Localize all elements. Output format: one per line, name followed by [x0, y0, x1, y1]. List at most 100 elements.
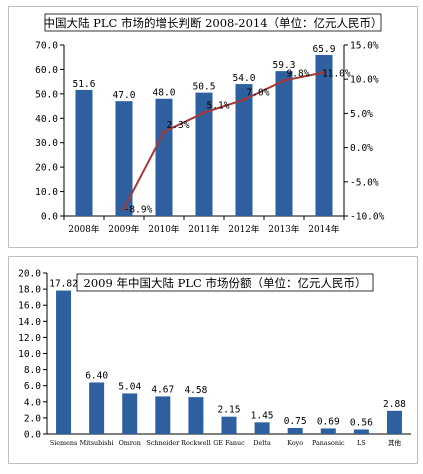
bar-value-label: 47.0: [113, 90, 136, 101]
right-tick-label: 0.0%: [350, 143, 373, 154]
vendor-share-bar: [56, 290, 72, 434]
y-tick-label: 20.0: [18, 269, 41, 280]
market-size-bar: [275, 71, 293, 216]
y-tick-label: 4.0: [24, 397, 41, 408]
growth-chart: 中国大陆 PLC 市场的增长判断 2008-2014（单位：亿元人民币） 0.0 1…: [35, 13, 385, 235]
bar-value-label: 4.67: [151, 384, 174, 395]
vendor-label: 其他: [388, 438, 401, 447]
bar-value-label: 4.58: [184, 385, 207, 396]
growth-rate-point: [322, 70, 326, 75]
share-chart-panel: 2009 年中国大陆 PLC 市场份额（单位：亿元人民币） 0.0 2.0 4.0 6.…: [8, 256, 418, 464]
y-tick-label: 14.0: [18, 317, 41, 328]
bar-value-label: 0.69: [317, 416, 340, 427]
growth-chart-title-box: [44, 13, 382, 32]
growth-rate-label: 7.0%: [247, 88, 270, 99]
bar-value-label: 54.0: [233, 73, 256, 84]
vendor-share-bar: [353, 429, 369, 434]
vendor-share-bar: [155, 396, 171, 434]
bar-value-label: 51.6: [73, 79, 96, 90]
bar-value-label: 48.0: [153, 88, 176, 99]
y-tick-label: 0.0: [24, 430, 41, 441]
growth-rate-label: 9.8%: [287, 69, 310, 80]
vendor-label: GE Fanuc: [213, 439, 245, 447]
growth-rate-point: [202, 110, 206, 115]
left-tick-label: 40.0: [35, 114, 58, 125]
vendor-share-bar: [320, 428, 336, 434]
vendor-share-bar: [254, 422, 270, 434]
vendor-share-bar: [287, 427, 303, 434]
growth-rate-point: [242, 97, 246, 102]
market-size-bar: [195, 92, 213, 216]
right-tick-label: -10.0%: [350, 212, 385, 223]
x-tick-label: 2012年: [228, 223, 259, 235]
growth-rate-line: [123, 71, 325, 209]
y-tick-label: 18.0: [18, 285, 41, 296]
vendor-label: Mitsubishi: [80, 439, 114, 447]
growth-rate-point: [282, 78, 286, 83]
growth-rate-label: -8.9%: [124, 204, 153, 215]
bar-value-label: 5.04: [118, 381, 141, 392]
y-tick-label: 10.0: [18, 349, 41, 360]
vendor-share-bar: [122, 393, 138, 434]
bar-value-label: 2.88: [383, 399, 406, 410]
x-tick-label: 2010年: [148, 223, 179, 235]
left-tick-label: 10.0: [35, 187, 58, 198]
x-tick-label: 2008年: [68, 223, 99, 235]
vendor-label: Rockwell: [181, 439, 210, 447]
bar-value-label: 6.40: [85, 370, 108, 381]
left-tick-label: 0.0: [41, 212, 58, 223]
vendor-label: Koyo: [287, 439, 303, 447]
x-tick-label: 2011年: [188, 223, 219, 235]
right-tick-label: 5.0%: [350, 109, 373, 120]
growth-chart-title: 中国大陆 PLC 市场的增长判断 2008-2014（单位：亿元人民币）: [43, 16, 382, 30]
bar-value-label: 1.45: [251, 410, 274, 421]
bar-value-label: 0.56: [350, 417, 373, 428]
market-size-bar: [315, 55, 333, 216]
x-tick-label: 2014年: [308, 223, 339, 235]
left-tick-label: 70.0: [35, 41, 58, 52]
bar-value-label: 50.5: [193, 82, 216, 93]
market-size-bar: [155, 98, 173, 216]
vendor-label: LS: [357, 439, 366, 447]
growth-rate-label: 11.0%: [322, 68, 351, 79]
bar-value-label: 65.9: [313, 44, 336, 55]
share-chart: 2009 年中国大陆 PLC 市场份额（单位：亿元人民币） 0.0 2.0 4.0 6.…: [18, 269, 411, 447]
vendor-label: Delta: [253, 439, 271, 447]
left-tick-label: 50.0: [35, 89, 58, 100]
right-tick-label: 10.0%: [350, 75, 379, 86]
share-chart-title-box: [76, 273, 374, 292]
left-tick-label: 60.0: [35, 65, 58, 76]
y-tick-label: 6.0: [24, 381, 41, 392]
growth-rate-point: [122, 206, 126, 211]
bar-value-label: 2.15: [218, 405, 241, 416]
bar-value-label: 17.82: [49, 279, 78, 290]
market-size-bar: [75, 89, 93, 216]
growth-rate-point: [162, 130, 166, 134]
bar-value-label: 0.75: [284, 416, 307, 427]
vendor-label: Omron: [119, 439, 141, 447]
vendor-share-bar: [89, 382, 105, 434]
right-tick-label: 15.0%: [350, 41, 379, 52]
y-tick-label: 16.0: [18, 301, 41, 312]
bar-value-label: 59.3: [273, 60, 296, 71]
x-tick-label: 2009年: [108, 223, 139, 235]
vendor-label: Panasonic: [312, 439, 345, 447]
vendor-share-bar: [188, 397, 204, 434]
y-tick-label: 8.0: [24, 365, 41, 376]
share-chart-title: 2009 年中国大陆 PLC 市场份额（单位：亿元人民币）: [84, 276, 367, 290]
vendor-label: Schneider: [146, 439, 180, 447]
growth-rate-label: 2.3%: [167, 120, 190, 131]
left-tick-label: 30.0: [35, 138, 58, 149]
x-tick-label: 2013年: [268, 223, 299, 235]
vendor-label: Siemens: [50, 439, 77, 447]
y-tick-label: 12.0: [18, 333, 41, 344]
growth-rate-label: 5.1%: [207, 101, 230, 112]
right-tick-label: -5.0%: [350, 177, 379, 188]
vendor-share-bar: [386, 410, 402, 434]
market-size-bar: [115, 101, 133, 216]
vendor-share-bar: [221, 416, 237, 434]
y-tick-label: 2.0: [24, 413, 41, 424]
growth-chart-panel: 中国大陆 PLC 市场的增长判断 2008-2014（单位：亿元人民币） 0.0 1…: [8, 6, 418, 248]
left-tick-label: 20.0: [35, 163, 58, 174]
market-size-bar: [235, 84, 253, 216]
